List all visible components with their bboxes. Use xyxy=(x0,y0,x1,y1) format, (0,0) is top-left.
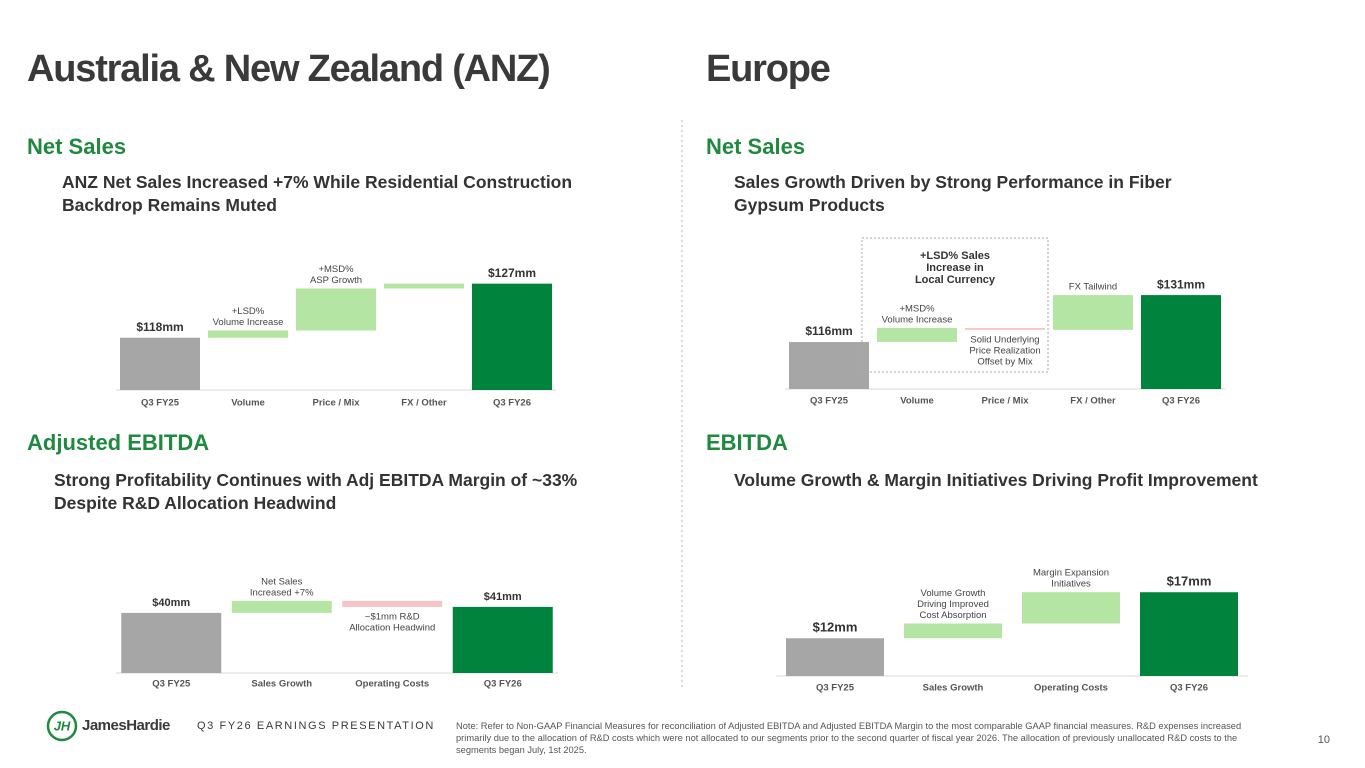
bar xyxy=(1022,592,1120,624)
bracket-label: +LSD% Sales xyxy=(920,250,990,262)
bar xyxy=(1141,295,1221,389)
section-heading: EBITDA xyxy=(706,430,788,455)
section-heading: Net Sales xyxy=(27,134,127,159)
x-tick-label: Price / Mix xyxy=(313,398,361,409)
presentation-label: Q3 FY26 EARNINGS PRESENTATION xyxy=(197,720,435,732)
bar xyxy=(877,327,957,343)
bracket xyxy=(861,237,1049,373)
x-tick-label: Volume xyxy=(900,396,934,407)
annotation: Price Realization xyxy=(969,345,1040,356)
bar xyxy=(120,337,200,390)
annotation: FX Tailwind xyxy=(1069,282,1117,293)
section-subheading: ANZ Net Sales Increased +7% While Reside… xyxy=(62,172,573,192)
bar xyxy=(965,327,1045,330)
annotation: Initiatives xyxy=(1051,579,1091,590)
x-tick-label: Volume xyxy=(231,398,265,409)
annotation: Increased +7% xyxy=(250,587,314,598)
annotation: Allocation Headwind xyxy=(349,622,435,633)
annotation: Volume Increase xyxy=(213,317,284,328)
annotation: Cost Absorption xyxy=(919,610,986,621)
data-label: $131mm xyxy=(1157,277,1205,291)
section-subheading: Backdrop Remains Muted xyxy=(62,195,277,215)
annotation: Driving Improved xyxy=(917,599,989,610)
x-tick-label: FX / Other xyxy=(401,398,447,409)
annotation: ~$1mm R&D xyxy=(365,611,420,622)
logo-letters: JH xyxy=(54,718,71,733)
footnote: Note: Refer to Non-GAAP Financial Measur… xyxy=(456,721,1242,755)
x-tick-label: Q3 FY25 xyxy=(152,679,191,690)
bar xyxy=(342,600,443,607)
x-tick-label: Q3 FY26 xyxy=(1170,683,1208,694)
data-label: $12mm xyxy=(813,620,858,635)
annotation: +MSD% xyxy=(899,303,935,314)
section-subheading: Sales Growth Driven by Strong Performanc… xyxy=(734,172,1172,192)
bar xyxy=(296,288,376,331)
annotation: ASP Growth xyxy=(310,275,362,286)
annotation: Volume Growth xyxy=(921,588,986,599)
section-heading: Net Sales xyxy=(706,134,806,159)
bar xyxy=(789,342,869,389)
annotation: +MSD% xyxy=(318,264,354,275)
title: Australia & New Zealand (ANZ) xyxy=(27,48,551,90)
bar xyxy=(1140,592,1238,676)
data-label: $40mm xyxy=(152,597,190,609)
x-tick-label: Q3 FY25 xyxy=(810,396,849,407)
x-tick-label: Price / Mix xyxy=(982,396,1030,407)
x-tick-label: Q3 FY26 xyxy=(1162,396,1200,407)
x-tick-label: Sales Growth xyxy=(251,679,312,690)
annotation: Solid Underlying xyxy=(970,334,1039,345)
x-tick-label: Q3 FY26 xyxy=(484,679,522,690)
section-subheading: Volume Growth & Margin Initiatives Drivi… xyxy=(734,470,1258,490)
data-label: $127mm xyxy=(488,266,536,280)
x-tick-label: Q3 FY25 xyxy=(816,683,855,694)
annotation: Net Sales xyxy=(261,576,302,587)
brand: JamesHardie xyxy=(82,717,170,734)
annotation: Volume Increase xyxy=(882,314,953,325)
annotation: Margin Expansion xyxy=(1033,568,1109,579)
annotation: Offset by Mix xyxy=(977,356,1033,367)
section-subheading: Despite R&D Allocation Headwind xyxy=(54,493,337,513)
data-label: $116mm xyxy=(805,324,852,338)
bar xyxy=(384,283,464,289)
page-number: 10 xyxy=(1318,734,1330,746)
x-tick-label: Q3 FY26 xyxy=(493,398,531,409)
title: Europe xyxy=(706,48,831,90)
bar xyxy=(208,330,288,338)
data-label: $41mm xyxy=(484,591,522,603)
x-tick-label: FX / Other xyxy=(1070,396,1116,407)
x-tick-label: Operating Costs xyxy=(355,679,429,690)
section-subheading: Strong Profitability Continues with Adj … xyxy=(54,470,578,490)
x-tick-label: Q3 FY25 xyxy=(141,398,180,409)
bar xyxy=(904,623,1002,639)
section-heading: Adjusted EBITDA xyxy=(27,430,210,455)
bar xyxy=(121,612,222,673)
x-tick-label: Operating Costs xyxy=(1034,683,1108,694)
bar xyxy=(452,606,553,673)
logo-mark xyxy=(46,710,78,742)
bracket-label: Increase in xyxy=(926,262,984,274)
bar xyxy=(1053,295,1133,330)
data-label: $17mm xyxy=(1167,574,1212,589)
bracket-label: Local Currency xyxy=(915,274,996,286)
bar xyxy=(231,600,332,613)
x-tick-label: Sales Growth xyxy=(923,683,984,694)
annotation: +LSD% xyxy=(232,306,265,317)
bar xyxy=(472,283,552,390)
section-subheading: Gypsum Products xyxy=(734,195,885,215)
bar xyxy=(786,638,884,676)
data-label: $118mm xyxy=(136,320,183,334)
